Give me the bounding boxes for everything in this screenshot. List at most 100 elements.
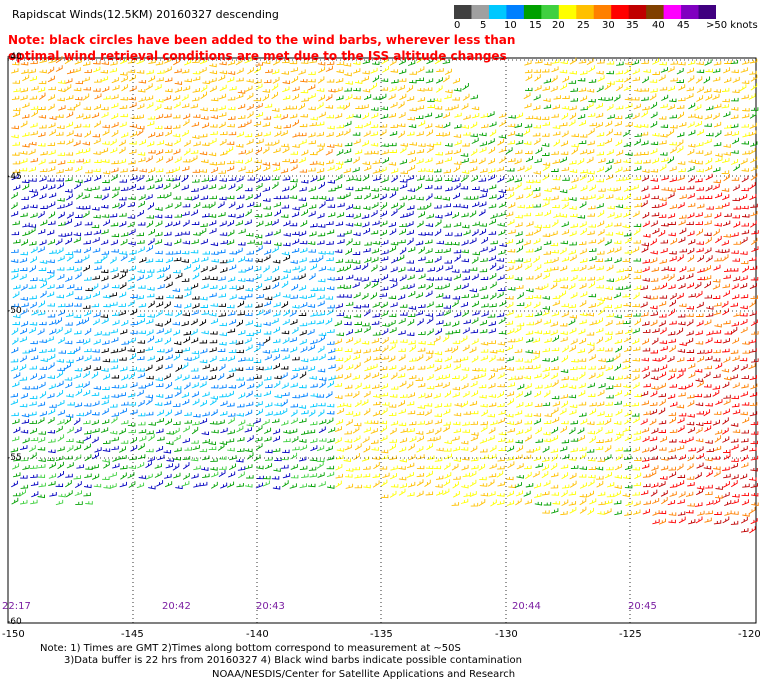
wind-barb [363,309,371,317]
wind-barb [443,305,451,309]
wind-barb [253,393,262,397]
wind-barb [38,464,46,469]
wind-barb [352,260,361,264]
wind-barb [210,167,218,174]
wind-barb [479,320,487,326]
wind-barb [91,436,99,444]
scale-label: 35 [626,20,639,31]
wind-barb [336,212,345,218]
wind-barb [235,159,243,164]
wind-barb [263,376,272,381]
wind-barb [238,392,246,399]
wind-barb [346,238,353,246]
wind-barb [326,79,335,83]
wind-barb [200,91,207,99]
wind-barb [82,317,89,325]
wind-barb [514,177,522,183]
wind-barb [416,176,425,181]
wind-barb [471,229,479,237]
wind-barb [354,321,362,325]
wind-barb [272,435,280,442]
wind-barb [425,313,433,317]
wind-barb [67,402,75,406]
wind-barb [218,293,226,298]
wind-barb [345,248,352,255]
wind-barb [57,160,66,165]
wind-barb [316,102,324,110]
wind-barb [281,464,289,469]
wind-barb [379,292,387,297]
wind-barb [579,498,587,506]
wind-barb [712,93,720,100]
wind-barb [741,205,749,210]
wind-barb [391,79,399,84]
wind-barb [462,143,470,147]
wind-barb [515,140,524,145]
wind-barb [317,213,325,219]
wind-barb [542,464,550,471]
wind-barb [668,412,677,417]
wind-barb [12,220,20,226]
wind-barb [273,380,281,388]
wind-barb [20,120,28,128]
wind-barb [634,88,642,93]
wind-barb [677,349,686,353]
wind-barb [442,373,450,380]
wind-barb [424,202,432,210]
wind-barb [74,58,82,65]
wind-barb [454,232,462,237]
wind-barb [379,166,387,173]
wind-barb [541,133,550,137]
wind-barb [66,130,74,137]
wind-barb [650,489,658,497]
wind-barb [272,282,280,289]
wind-barb [452,329,461,334]
wind-barb [145,397,153,406]
wind-barb [398,228,406,235]
wind-barb [471,355,479,363]
wind-barb [237,103,246,110]
wind-barb [741,59,750,65]
wind-barb [382,323,390,327]
wind-barb [200,296,208,301]
wind-barb [678,122,687,128]
wind-barb [64,362,72,370]
wind-barb [687,247,695,255]
wind-barb [722,202,730,208]
wind-barb [534,311,543,317]
wind-barb [424,185,433,190]
wind-barb [352,426,360,434]
wind-barb [273,326,281,334]
wind-barb [246,452,254,460]
wind-barb [103,95,111,100]
wind-barb [165,382,173,389]
wind-barb [652,498,660,504]
wind-barb [624,390,632,397]
wind-barb [534,330,543,335]
wind-barb [190,249,199,254]
wind-barb [202,275,210,281]
wind-barb [173,421,181,426]
wind-barb [614,485,622,489]
wind-barb [255,245,263,253]
wind-barb [433,465,442,470]
wind-barb [434,403,443,408]
wind-barb [416,479,424,487]
wind-barb [182,119,190,127]
wind-barb [543,78,551,84]
wind-barb [407,492,415,497]
wind-barb [317,76,325,84]
wind-barb [274,375,282,380]
wind-barb [542,121,550,127]
wind-barb [697,510,705,516]
wind-barb [497,274,505,281]
wind-barb [409,79,417,84]
wind-barb [110,222,119,227]
wind-barb [703,465,712,470]
wind-barb [587,457,596,462]
wind-barb [336,149,344,156]
wind-barb [237,330,246,336]
wind-barb [246,104,254,111]
wind-barb [11,337,19,345]
wind-barb [37,437,46,443]
